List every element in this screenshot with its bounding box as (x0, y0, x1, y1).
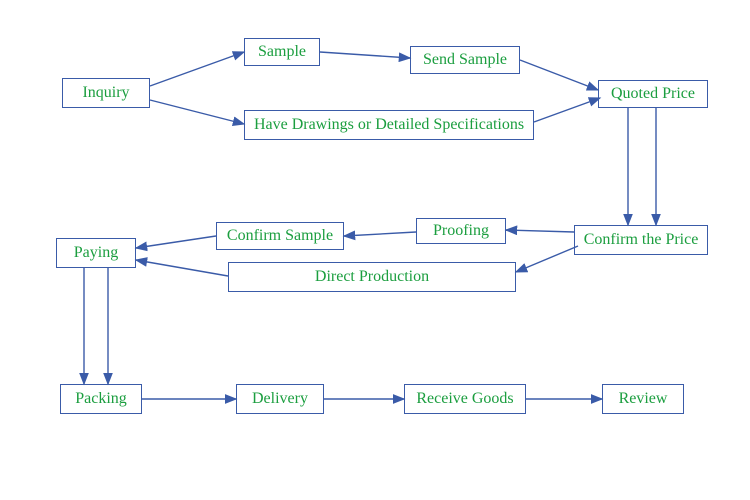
edge-10 (136, 236, 216, 248)
node-have-drawings: Have Drawings or Detailed Specifications (244, 110, 534, 140)
node-inquiry: Inquiry (62, 78, 150, 108)
edge-7 (506, 230, 574, 232)
edge-0 (150, 52, 244, 86)
node-direct-prod: Direct Production (228, 262, 516, 292)
edge-2 (520, 60, 598, 90)
node-proofing: Proofing (416, 218, 506, 244)
node-confirm-sample: Confirm Sample (216, 222, 344, 250)
node-quoted-price: Quoted Price (598, 80, 708, 108)
edge-9 (516, 246, 578, 272)
edge-3 (150, 100, 244, 124)
node-review: Review (602, 384, 684, 414)
edge-11 (136, 260, 228, 276)
node-receive-goods: Receive Goods (404, 384, 526, 414)
node-confirm-price: Confirm the Price (574, 225, 708, 255)
edge-4 (534, 98, 600, 122)
node-delivery: Delivery (236, 384, 324, 414)
edge-1 (320, 52, 410, 58)
node-send-sample: Send Sample (410, 46, 520, 74)
node-paying: Paying (56, 238, 136, 268)
node-packing: Packing (60, 384, 142, 414)
edge-8 (344, 232, 416, 236)
node-sample: Sample (244, 38, 320, 66)
